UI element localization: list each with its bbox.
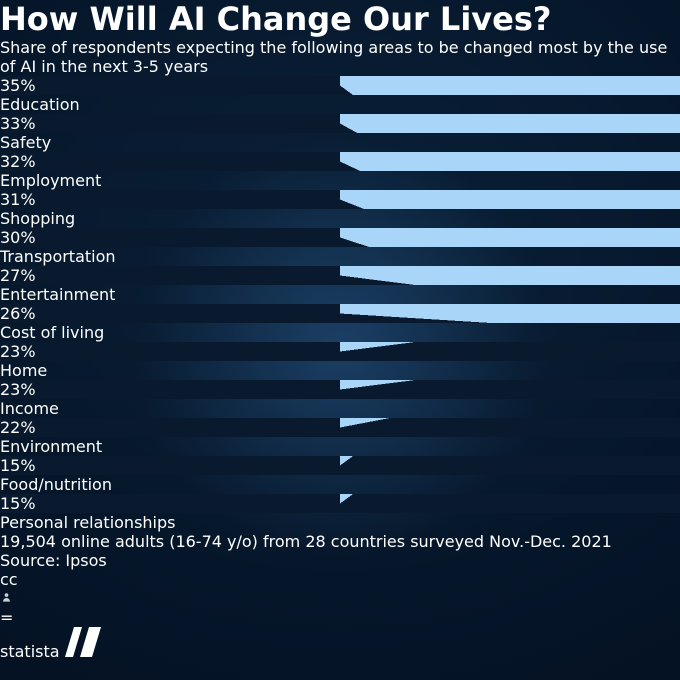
- pie-category-label: Income: [0, 399, 59, 418]
- page-subtitle: Share of respondents expecting the follo…: [0, 38, 668, 76]
- pie-cell: 31% Shopping: [0, 190, 680, 228]
- pie-chart-home: 23%: [0, 342, 680, 361]
- title-accent-bar: [22, 40, 33, 135]
- pie-chart-shopping: 31%: [0, 190, 680, 209]
- attribution-person-icon: [0, 589, 680, 608]
- pie-chart-personal-relationships: 15%: [0, 494, 680, 513]
- pie-cell: 23% Income: [0, 380, 680, 418]
- pie-value-label: 31%: [0, 190, 36, 209]
- pie-cell: 22% Environment: [0, 418, 680, 456]
- page-title: How Will AI Change Our Lives?: [0, 0, 552, 38]
- pie-cell: 15% Food/nutrition: [0, 456, 680, 494]
- source-note: Source: Ipsos: [0, 551, 107, 570]
- pie-category-label: Cost of living: [0, 323, 105, 342]
- pie-value-label: 33%: [0, 114, 36, 133]
- pie-cell: 33% Safety: [0, 114, 680, 152]
- pie-value-label: 35%: [0, 76, 36, 95]
- pie-category-label: Home: [0, 361, 48, 380]
- pie-value-label: 30%: [0, 228, 36, 247]
- pie-value-label: 23%: [0, 380, 36, 399]
- pie-cell: 23% Home: [0, 342, 680, 380]
- pie-chart-cost-of-living: 26%: [0, 304, 680, 323]
- cc-icon: cc: [0, 570, 18, 589]
- pie-category-label: Personal relationships: [0, 513, 176, 532]
- pie-chart-income: 23%: [0, 380, 680, 399]
- statista-logo-text: statista: [0, 642, 60, 661]
- footer-notes: 19,504 online adults (16-74 y/o) from 28…: [0, 532, 680, 570]
- pie-category-label: Employment: [0, 171, 102, 190]
- license-badges: cc =: [0, 570, 680, 627]
- pie-category-label: Entertainment: [0, 285, 116, 304]
- pie-chart-entertainment: 27%: [0, 266, 680, 285]
- pie-value-label: 15%: [0, 494, 36, 513]
- statista-logo: statista: [0, 627, 680, 661]
- pie-cell: 27% Entertainment: [0, 266, 680, 304]
- pie-chart-food-nutrition: 15%: [0, 456, 680, 475]
- pie-chart-safety: 33%: [0, 114, 680, 133]
- pie-category-label: Food/nutrition: [0, 475, 112, 494]
- pie-value-label: 23%: [0, 342, 36, 361]
- pie-value-label: 26%: [0, 304, 36, 323]
- pie-value-label: 32%: [0, 152, 36, 171]
- statista-slash-icon: [64, 627, 101, 661]
- survey-note: 19,504 online adults (16-74 y/o) from 28…: [0, 532, 612, 551]
- pie-cell: 32% Employment: [0, 152, 680, 190]
- pie-chart-environment: 22%: [0, 418, 680, 437]
- pie-chart-employment: 32%: [0, 152, 680, 171]
- pie-cell: 35% Education: [0, 76, 680, 114]
- pie-category-label: Shopping: [0, 209, 76, 228]
- pie-category-label: Safety: [0, 133, 52, 152]
- pie-category-label: Environment: [0, 437, 103, 456]
- pie-cell: 15% Personal relationships: [0, 494, 680, 532]
- pie-cell: 30% Transportation: [0, 228, 680, 266]
- equal-sign-icon: =: [0, 608, 14, 627]
- pie-category-label: Education: [0, 95, 80, 114]
- pie-grid: 35% Education 33% Safety 32% Employment 31% Sho…: [0, 76, 680, 532]
- pie-value-label: 27%: [0, 266, 36, 285]
- pie-cell: 26% Cost of living: [0, 304, 680, 342]
- pie-category-label: Transportation: [0, 247, 116, 266]
- pie-chart-transportation: 30%: [0, 228, 680, 247]
- pie-value-label: 15%: [0, 456, 36, 475]
- pie-value-label: 22%: [0, 418, 36, 437]
- pie-chart-education: 35%: [0, 76, 680, 95]
